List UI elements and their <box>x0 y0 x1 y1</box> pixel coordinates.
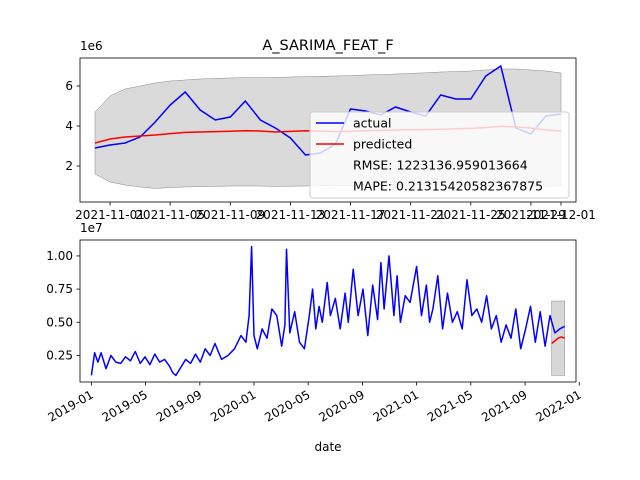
x-tick-label: 2021-11-25 <box>436 208 506 222</box>
x-axis-label: date <box>314 440 341 454</box>
x-tick-label: 2021-11-21 <box>376 208 446 222</box>
y-offset-label: 1e7 <box>80 221 103 235</box>
y-tick-label: 0.25 <box>46 348 73 362</box>
top-plot-frame <box>79 57 577 203</box>
legend-label-actual: actual <box>353 116 392 131</box>
legend-note: RMSE: 1223136.959013664 <box>353 158 528 173</box>
x-tick-label: 2021-11-01 <box>75 208 145 222</box>
y-tick-label: 4 <box>65 119 73 133</box>
y-tick-label: 0.50 <box>46 315 73 329</box>
x-tick-label: 2021-11-09 <box>195 208 265 222</box>
y-tick-label: 2 <box>65 159 73 173</box>
figure-title: A_SARIMA_FEAT_F <box>262 38 393 54</box>
x-tick-label: 2021-11-13 <box>256 208 326 222</box>
legend-box <box>309 111 570 199</box>
legend-note: MAPE: 0.21315420582367875 <box>353 179 543 194</box>
x-tick-label: 2021-11-17 <box>316 208 386 222</box>
top-plot: 2461e62021-11-012021-11-052021-11-092021… <box>65 39 595 222</box>
legend-label-predicted: predicted <box>353 137 412 152</box>
y-offset-label: 1e6 <box>80 39 103 53</box>
bottom-plot-frame <box>79 239 577 383</box>
y-tick-label: 6 <box>65 79 73 93</box>
x-tick-label: 2021-12-01 <box>526 208 596 222</box>
x-tick-label: 2021-11-29 <box>496 208 566 222</box>
y-tick-label: 1.00 <box>46 249 73 263</box>
x-tick-label: 2021-11-05 <box>135 208 205 222</box>
y-tick-label: 0.75 <box>46 282 73 296</box>
